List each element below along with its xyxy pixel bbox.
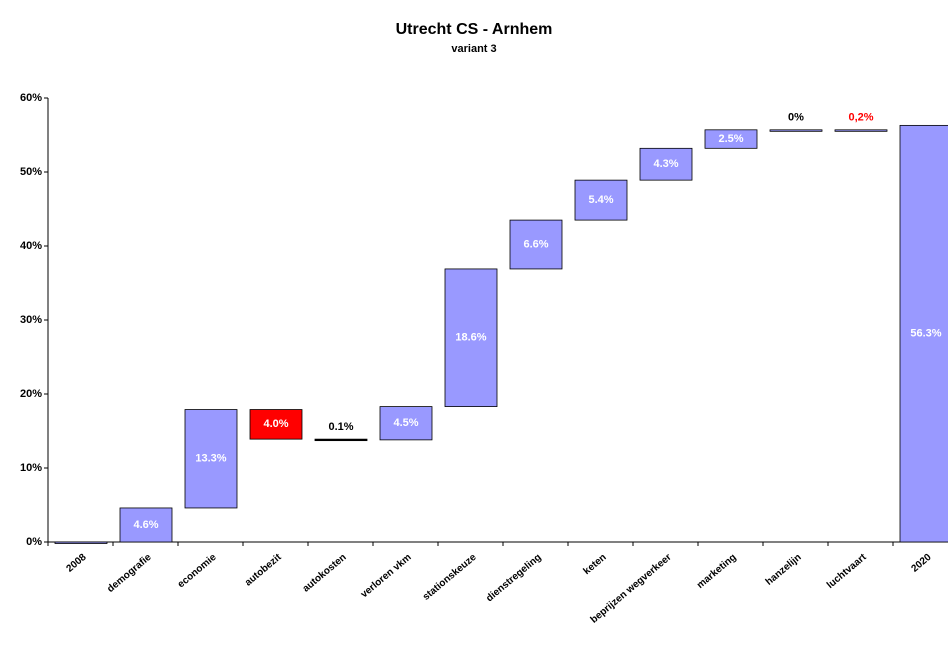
bar xyxy=(119,507,173,543)
bar xyxy=(184,409,238,509)
bar xyxy=(379,406,433,441)
x-tick-label: stationskeuze xyxy=(421,552,479,603)
y-tick-label: 30% xyxy=(20,314,42,326)
chart-title: Utrecht CS - Arnhem xyxy=(396,21,553,38)
bar xyxy=(54,541,108,544)
y-tick-label: 50% xyxy=(20,166,42,178)
y-tick-label: 60% xyxy=(20,92,42,104)
x-tick-label: 2008 xyxy=(65,552,89,575)
value-label: 4.6% xyxy=(133,519,158,531)
value-label: 4.5% xyxy=(393,417,418,429)
value-label: 5.4% xyxy=(588,194,613,206)
x-tick-label: economie xyxy=(176,552,219,591)
value-label: 0% xyxy=(788,112,804,124)
value-label: 18.6% xyxy=(455,332,486,344)
x-tick-label: autobezit xyxy=(243,551,284,588)
bar xyxy=(639,147,693,181)
x-tick-label: keten xyxy=(582,552,609,577)
value-label: 4.0% xyxy=(263,418,288,430)
value-label: 0.0% xyxy=(68,524,93,536)
y-tick-label: 10% xyxy=(20,462,42,474)
value-label: 0,2% xyxy=(848,112,873,124)
bar xyxy=(574,179,628,221)
bar xyxy=(249,409,303,440)
value-label: 13.3% xyxy=(195,453,226,465)
bar xyxy=(769,129,823,132)
y-tick-label: 0% xyxy=(26,536,42,548)
value-label: 0.1% xyxy=(328,421,353,433)
value-label: 2.5% xyxy=(718,133,743,145)
x-tick-label: dienstregeling xyxy=(484,552,543,604)
x-tick-label: hanzelijn xyxy=(764,552,804,588)
bar xyxy=(444,268,498,407)
x-tick-label: 2020 xyxy=(910,552,934,575)
chart-subtitle: variant 3 xyxy=(451,43,496,55)
bar xyxy=(834,129,888,132)
x-tick-label: luchtvaart xyxy=(825,551,869,591)
bar xyxy=(509,219,563,270)
bar xyxy=(704,129,758,149)
y-tick-label: 40% xyxy=(20,240,42,252)
x-tick-label: marketing xyxy=(695,552,739,591)
value-label: 6.6% xyxy=(523,238,548,250)
x-tick-label: demografie xyxy=(105,552,154,595)
x-tick-label: verloren vkm xyxy=(359,552,414,601)
bar xyxy=(899,124,948,543)
x-tick-label: autokosten xyxy=(301,552,349,595)
value-label: 4.3% xyxy=(653,158,678,170)
bar xyxy=(314,438,368,442)
y-tick-label: 20% xyxy=(20,388,42,400)
value-label: 56.3% xyxy=(910,328,941,340)
